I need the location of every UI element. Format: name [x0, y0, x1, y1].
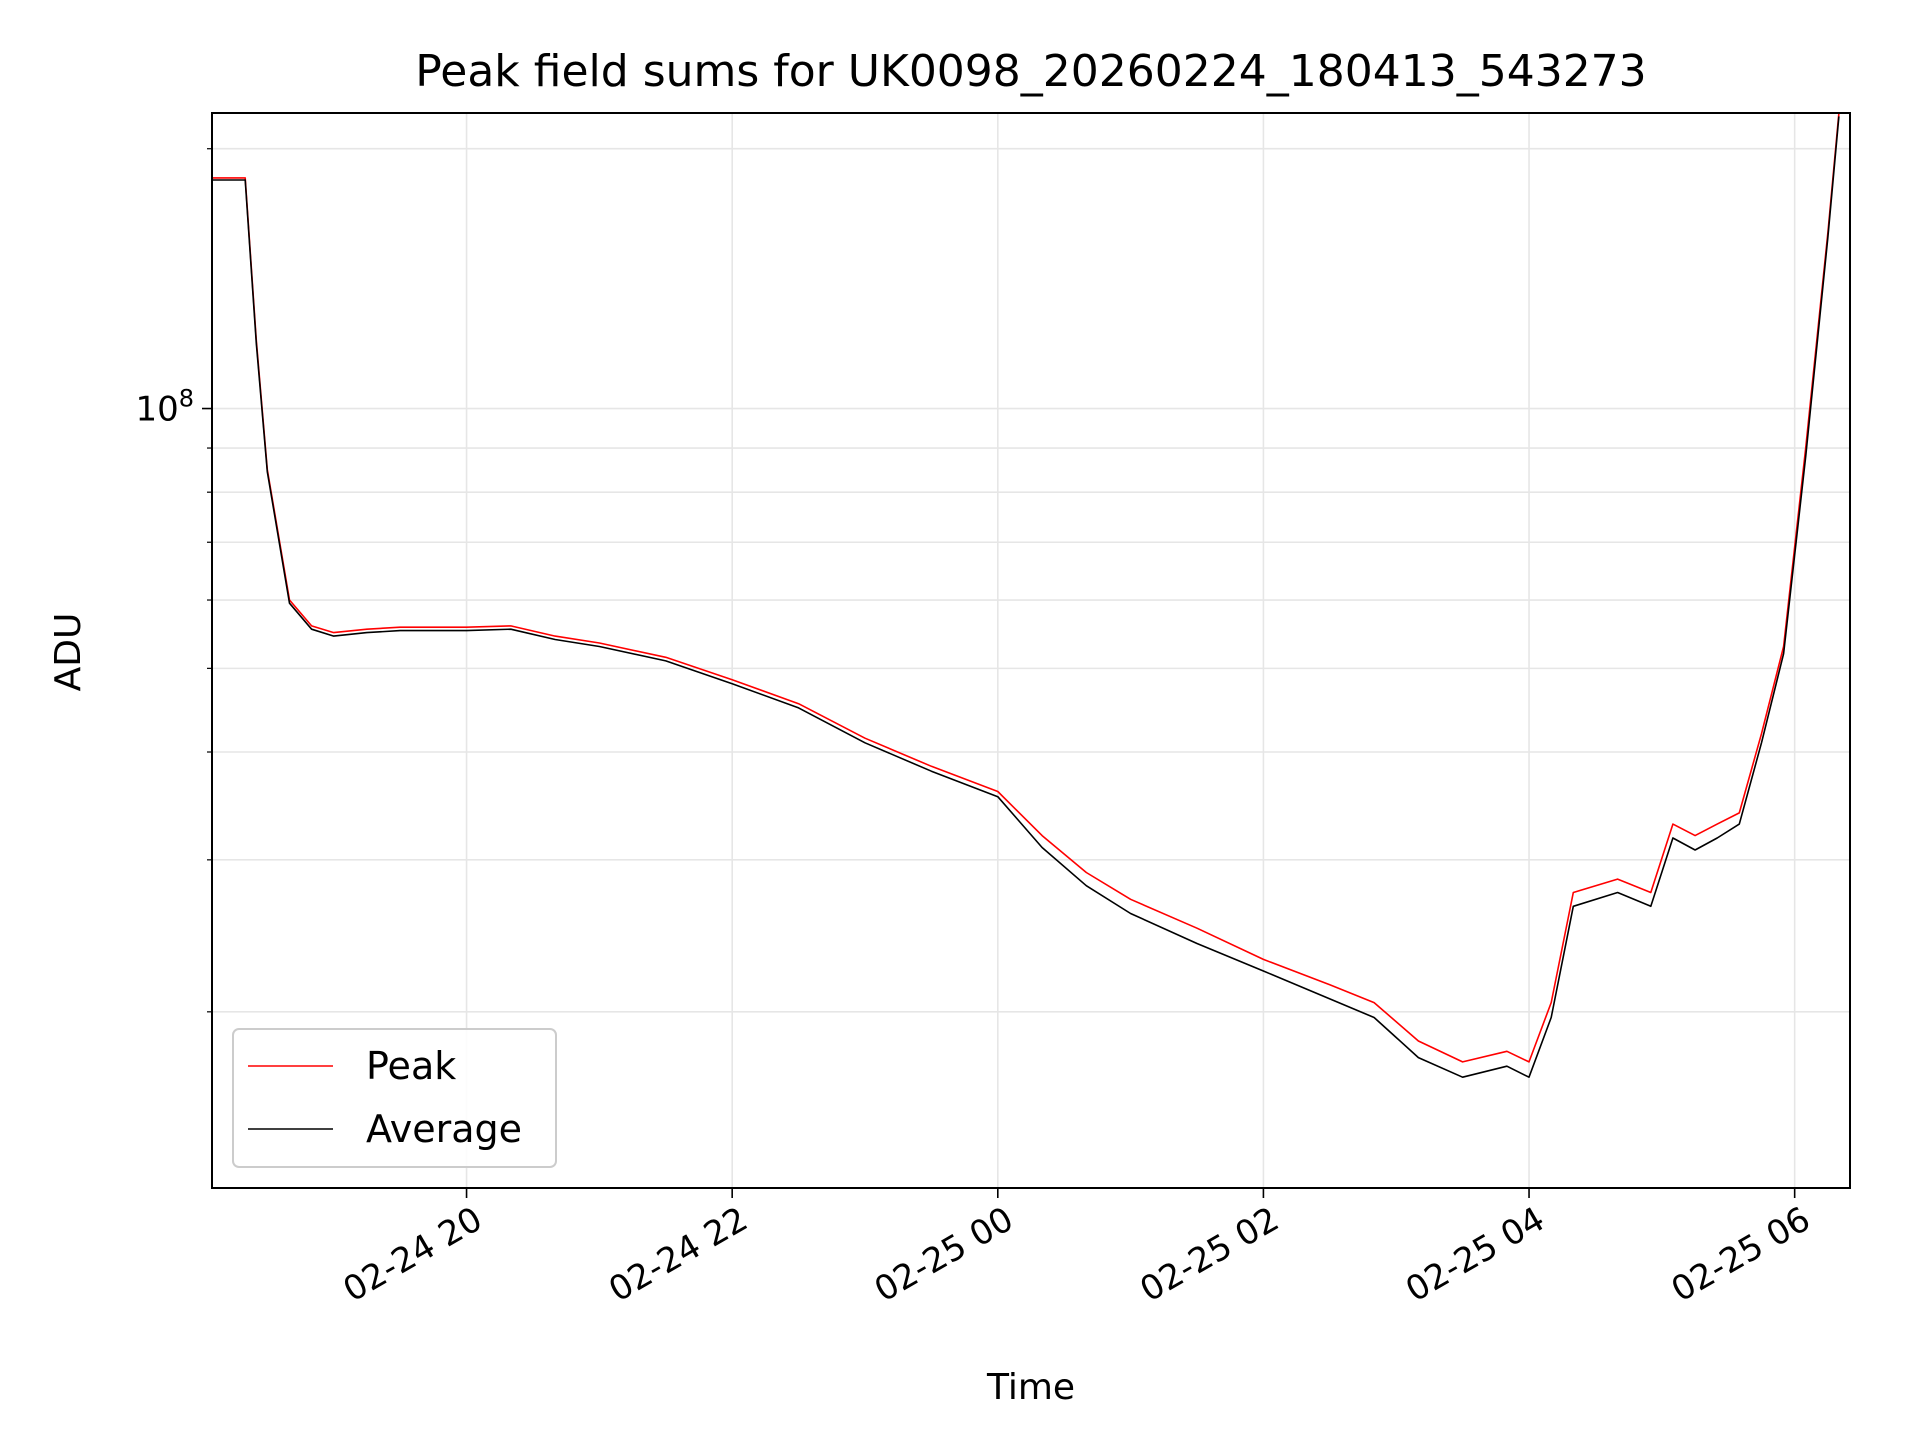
y-tick-label-base: 10 [135, 390, 178, 430]
x-axis-title: Time [986, 1367, 1075, 1408]
plot-area [211, 112, 1851, 1189]
plot-frame [211, 112, 1851, 1189]
legend-label-average: Average [366, 1107, 522, 1151]
grid [212, 113, 1850, 1188]
y-tick-label: 108 [135, 385, 194, 430]
series-line-average [212, 116, 1840, 1078]
y-axis: 108 [135, 148, 212, 1013]
y-tick-label-exponent: 8 [179, 385, 194, 413]
legend-box [232, 1028, 557, 1168]
legend: Peak Average [232, 1028, 557, 1168]
series-layer [212, 112, 1840, 1078]
series-line-peak [212, 112, 1840, 1063]
legend-label-peak: Peak [366, 1044, 456, 1088]
y-axis-title: ADU [48, 613, 89, 692]
chart-title: Peak field sums for UK0098_20260224_1804… [415, 46, 1646, 97]
